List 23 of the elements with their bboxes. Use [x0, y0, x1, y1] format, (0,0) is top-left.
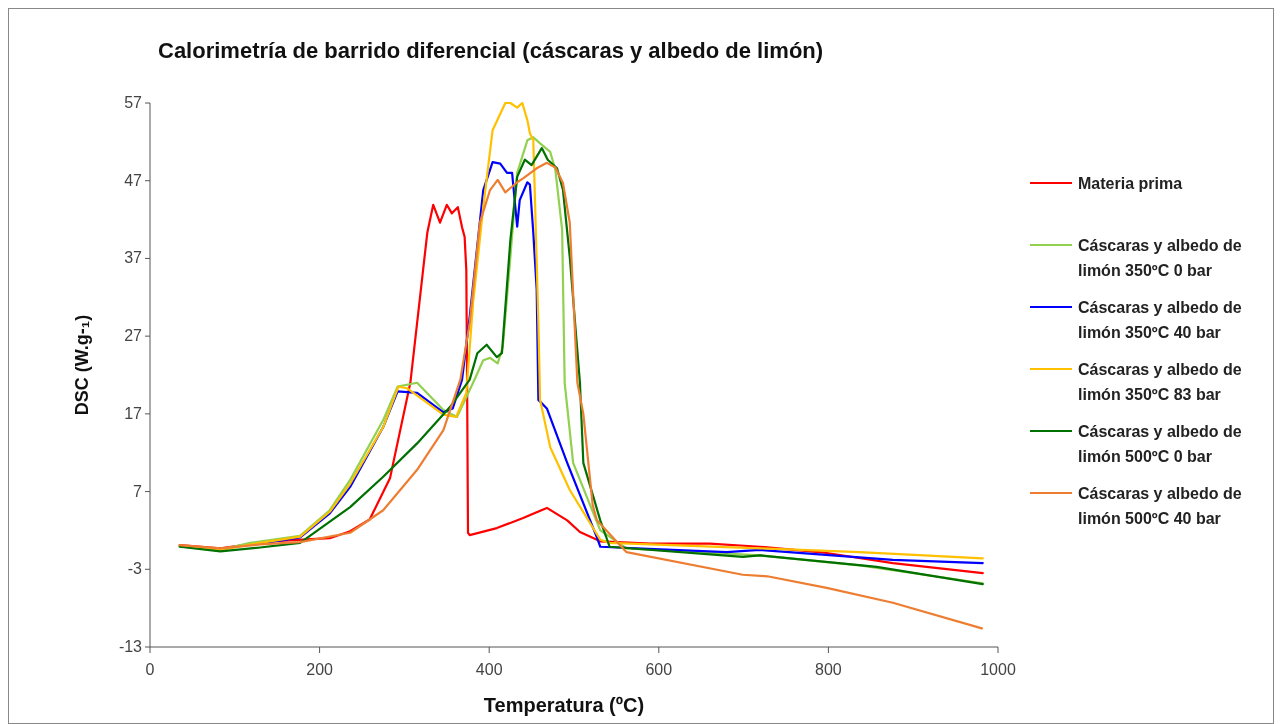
legend-label: Cáscaras y albedo de limón 350ºC 0 bar [1078, 237, 1242, 279]
y-tick-label: -13 [118, 638, 143, 655]
x-tick-label: 400 [475, 661, 503, 678]
legend-label: Cáscaras y albedo de limón 500ºC 0 bar [1078, 423, 1242, 465]
x-tick-label: 0 [145, 661, 155, 678]
y-axis-title: DSC (W.g-₁) [72, 314, 92, 416]
legend-label: Cáscaras y albedo de limón 350ºC 83 bar [1078, 361, 1242, 403]
legend-label: Cáscaras y albedo de limón 500ºC 40 bar [1078, 485, 1242, 527]
x-tick-label: 600 [645, 661, 673, 678]
y-tick-label: 17 [124, 404, 143, 422]
x-tick-label: 1000 [980, 661, 1016, 678]
chart-title: Calorimetría de barrido diferencial (cáscaras y albedo de limón) [158, 38, 824, 63]
y-tick-label: 7 [133, 482, 143, 500]
x-tick-label: 800 [815, 661, 842, 678]
x-tick-label: 200 [306, 661, 334, 678]
y-tick-label: 47 [124, 171, 143, 189]
legend-label: Materia prima [1078, 175, 1183, 192]
y-tick-label: -3 [127, 560, 143, 578]
y-tick-label: 57 [124, 94, 143, 111]
y-tick-label: 27 [124, 327, 143, 345]
y-tick-label: 37 [124, 249, 143, 267]
legend-label: Cáscaras y albedo de limón 350ºC 40 bar [1078, 299, 1242, 341]
x-axis-title: Temperatura (ºC) [483, 694, 645, 716]
